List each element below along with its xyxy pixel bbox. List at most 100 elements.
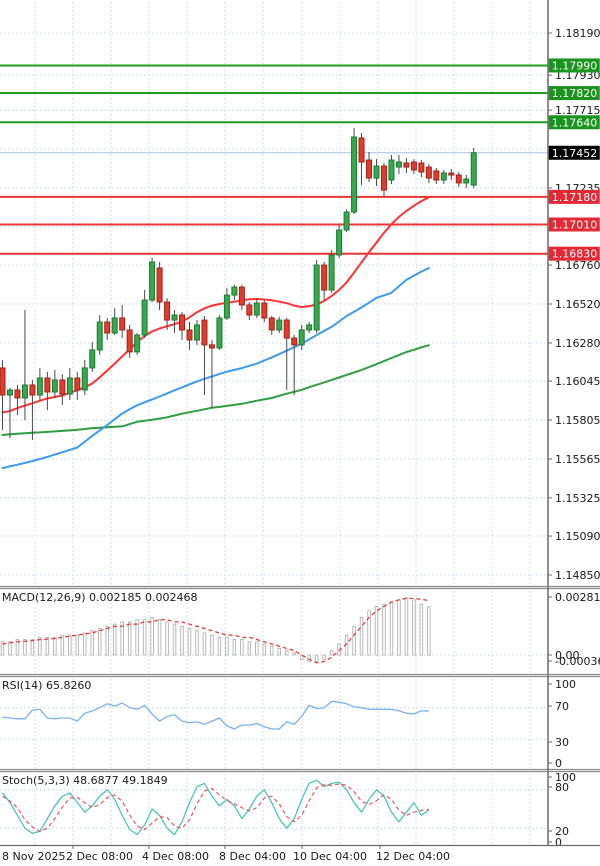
moving-average-slow	[1, 344, 430, 436]
x-axis-label: 2 Dec 08:00	[66, 850, 133, 863]
macd-histogram-bar	[150, 617, 154, 656]
candle-bear	[403, 162, 410, 168]
macd-histogram-bar	[299, 654, 304, 660]
candle-bull	[440, 172, 447, 181]
candle-bull	[6, 389, 13, 396]
candle-bull	[343, 211, 350, 231]
macd-histogram-bar	[60, 634, 65, 656]
y-axis-label: 1.14850	[555, 569, 600, 582]
indicator-axis-label: 0	[555, 757, 562, 770]
macd-histogram-bar	[30, 639, 35, 656]
candle-bear	[418, 162, 425, 173]
macd-histogram-bar	[75, 634, 80, 656]
y-axis-label: 1.17715	[555, 104, 600, 117]
candle-bull	[89, 349, 96, 369]
candle-bull	[231, 286, 238, 296]
indicator-axis-label: 100	[555, 771, 576, 784]
macd-histogram-bar	[240, 639, 244, 656]
candle-bull	[51, 379, 58, 393]
candle-bear	[104, 321, 111, 334]
macd-histogram-bar	[15, 639, 20, 656]
candle-bear	[433, 170, 440, 181]
candle-bear	[119, 317, 126, 331]
candle-bear	[186, 329, 193, 341]
macd-histogram-bar	[307, 654, 311, 663]
indicator-axis-label: 30	[555, 736, 569, 749]
macd-histogram-bar	[135, 619, 139, 656]
macd-histogram-bar	[262, 643, 267, 656]
moving-average-fast	[1, 196, 430, 414]
rsi-indicator-label: RSI(14) 65.8260	[2, 679, 92, 692]
y-axis-label: 1.16045	[555, 375, 600, 388]
macd-histogram-bar	[157, 619, 162, 656]
candle-bull	[463, 178, 470, 184]
support-price-badge-bg	[548, 189, 600, 204]
x-axis-label: 4 Dec 08:00	[142, 850, 209, 863]
macd-histogram-bar	[247, 641, 252, 656]
support-price-badge: 1.16830	[552, 248, 598, 261]
macd-histogram-bar	[127, 621, 132, 656]
candle-bear	[410, 161, 417, 171]
stoch-indicator-label: Stoch(5,3,3) 48.6877 49.1849	[2, 774, 168, 787]
macd-histogram-bar	[195, 630, 199, 656]
candle-bear	[261, 302, 268, 319]
y-axis-label: 1.15565	[555, 453, 600, 466]
macd-histogram-bar	[187, 628, 192, 656]
macd-histogram-bar	[53, 636, 57, 656]
macd-histogram-bar	[217, 636, 222, 656]
macd-histogram-bar	[23, 639, 27, 656]
macd-histogram-bar	[255, 641, 259, 656]
support-price-badge-bg	[548, 217, 600, 232]
macd-histogram-bar	[292, 652, 296, 656]
candle-bear	[179, 314, 186, 331]
macd-histogram-bar	[83, 632, 87, 656]
candle-bull	[193, 324, 200, 341]
support-price-badge-bg	[548, 246, 600, 261]
candle-bear	[246, 304, 253, 316]
candle-bull	[351, 136, 358, 213]
candle-bear	[425, 166, 432, 179]
current-price-badge-bg	[548, 145, 600, 160]
resistance-price-badge-bg	[548, 86, 600, 101]
candle-bull	[21, 384, 28, 399]
macd-histogram-bar	[314, 654, 319, 664]
candle-bull	[313, 264, 320, 331]
current-price-badge: 1.17452	[552, 147, 598, 160]
macd-histogram-bar	[404, 597, 409, 656]
candle-bear	[201, 319, 208, 346]
resistance-price-badge: 1.17640	[552, 116, 598, 129]
candle-bear	[208, 344, 215, 349]
macd-histogram-bar	[284, 650, 289, 656]
y-axis-label: 1.15325	[555, 492, 600, 505]
macd-histogram-bar	[419, 603, 424, 656]
candle-bear	[366, 159, 373, 179]
candle-bull	[81, 367, 88, 391]
macd-histogram-bar	[352, 625, 356, 656]
macd-histogram-bar	[97, 628, 102, 656]
indicator-axis-label: 20	[555, 825, 569, 838]
candle-bear	[14, 389, 21, 399]
macd-histogram-bar	[202, 632, 207, 656]
indicator-axis-label: -0.000367	[555, 655, 600, 668]
resistance-price-badge-bg	[548, 115, 600, 130]
macd-histogram-bar	[427, 606, 431, 656]
x-axis-label: 8 Nov 2025	[2, 850, 65, 863]
macd-histogram-bar	[397, 599, 401, 656]
candle-bull	[36, 377, 43, 396]
macd-histogram-bar	[0, 641, 5, 656]
macd-histogram-bar	[45, 636, 50, 656]
indicator-axis-label: 70	[555, 700, 569, 713]
candle-bull	[66, 377, 73, 395]
x-axis-label: 8 Dec 04:00	[219, 850, 286, 863]
indicator-axis-label: 0.00281	[555, 591, 600, 604]
macd-histogram-bar	[277, 647, 282, 656]
candle-bull	[96, 321, 103, 351]
candle-bull	[111, 317, 118, 334]
y-axis-label: 1.16520	[555, 298, 600, 311]
candle-bull	[470, 152, 477, 186]
candle-bull	[336, 229, 343, 256]
indicator-axis-label: 100	[555, 678, 576, 691]
support-price-badge: 1.17010	[552, 218, 598, 231]
macd-histogram-bar	[270, 645, 274, 656]
